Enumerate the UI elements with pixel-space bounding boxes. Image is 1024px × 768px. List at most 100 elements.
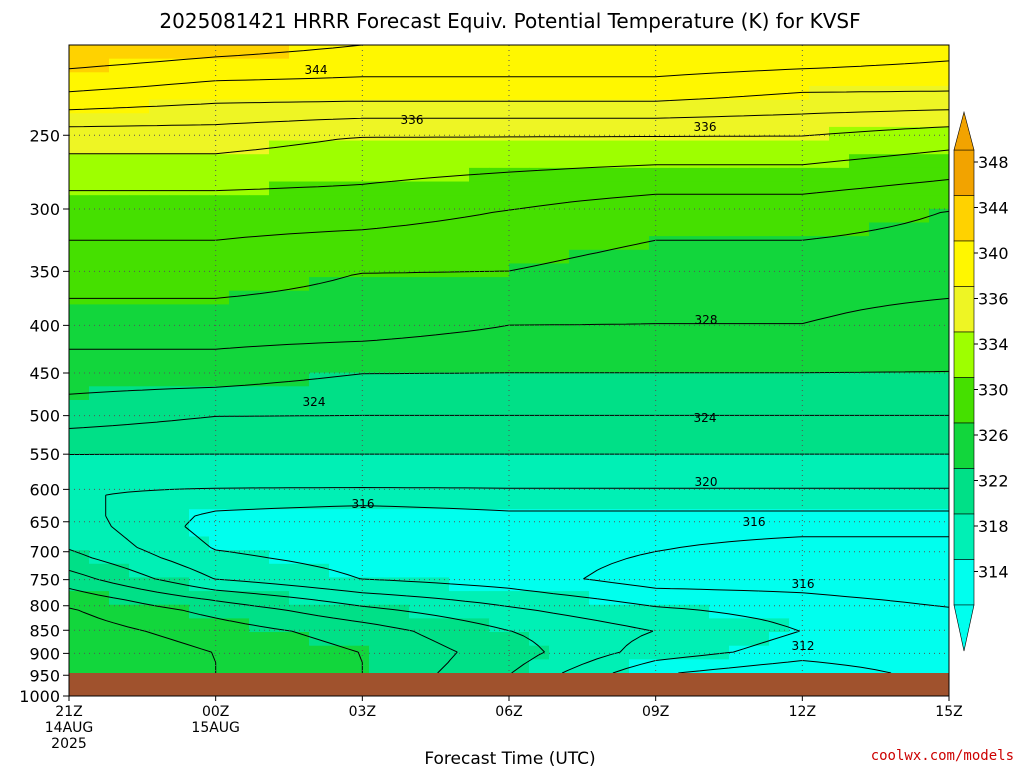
field-cell: [229, 72, 250, 87]
field-cell: [889, 154, 910, 169]
field-cell: [169, 386, 190, 401]
field-cell: [249, 236, 270, 251]
field-cell: [349, 113, 370, 128]
field-cell: [269, 58, 290, 73]
contour-332: [69, 179, 949, 241]
field-cell: [369, 290, 390, 305]
field-cell: [349, 99, 370, 114]
field-cell: [149, 181, 170, 196]
field-cell: [709, 618, 730, 633]
field-cell: [169, 359, 190, 374]
x-tick-label: 21Z: [55, 704, 82, 720]
field-cell: [209, 263, 230, 278]
field-cell: [929, 222, 949, 237]
field-cell: [769, 550, 790, 565]
field-cell: [189, 167, 210, 183]
field-cell: [429, 345, 450, 360]
field-cell: [629, 45, 650, 60]
field-cell: [789, 99, 810, 114]
field-cell: [749, 399, 770, 415]
field-cell: [909, 372, 930, 387]
field-cell: [409, 45, 430, 60]
field-cell: [349, 372, 370, 387]
field-cell: [429, 386, 450, 401]
field-cell: [669, 495, 690, 510]
field-cell: [349, 468, 370, 483]
field-cell: [189, 331, 210, 346]
field-cell: [149, 85, 170, 101]
field-cell: [729, 413, 750, 428]
field-cell: [509, 58, 530, 73]
field-cell: [229, 632, 250, 647]
field-cell: [449, 440, 470, 456]
field-cell: [869, 359, 890, 374]
field-cell: [849, 509, 870, 524]
field-cell: [729, 263, 750, 278]
field-cell: [229, 85, 250, 101]
field-cell: [429, 645, 450, 660]
field-cell: [769, 331, 790, 346]
field-cell: [709, 222, 730, 237]
field-cell: [149, 277, 170, 292]
field-cell: [689, 591, 710, 606]
field-cell: [89, 58, 110, 73]
field-cell: [929, 331, 949, 346]
field-cell: [149, 536, 170, 551]
field-cell: [89, 85, 110, 101]
field-cell: [889, 509, 910, 524]
field-cell: [869, 249, 890, 265]
field-cell: [409, 290, 430, 305]
field-cell: [909, 550, 930, 565]
field-cell: [529, 359, 550, 374]
field-cell: [309, 208, 330, 224]
field-cell: [549, 154, 570, 169]
field-cell: [309, 550, 330, 565]
field-cell: [69, 372, 90, 387]
field-cell: [169, 304, 190, 319]
field-cell: [449, 304, 470, 319]
field-cell: [869, 399, 890, 415]
field-cell: [789, 386, 810, 401]
field-cell: [809, 222, 830, 237]
field-cell: [149, 331, 170, 346]
field-cell: [89, 331, 110, 346]
field-cell: [889, 645, 910, 660]
field-cell: [189, 645, 210, 660]
field-cell: [529, 577, 550, 592]
field-cell: [889, 550, 910, 565]
field-cell: [629, 195, 650, 210]
field-cell: [769, 577, 790, 592]
field-cell: [269, 85, 290, 101]
field-cell: [509, 331, 530, 346]
field-cell: [669, 85, 690, 101]
field-cell: [269, 399, 290, 415]
field-cell: [809, 359, 830, 374]
field-cell: [809, 167, 830, 183]
field-cell: [569, 386, 590, 401]
field-cell: [929, 399, 949, 415]
field-cell: [609, 249, 630, 265]
colorbar-swatch: [953, 149, 975, 196]
field-cell: [289, 277, 310, 292]
field-cell: [329, 440, 350, 456]
field-cell: [649, 645, 670, 660]
field-cell: [749, 181, 770, 196]
field-cell: [409, 236, 430, 251]
field-cell: [489, 140, 510, 155]
field-cell: [89, 72, 110, 87]
field-cell: [589, 522, 610, 538]
field-cell: [489, 563, 510, 579]
field-cell: [209, 58, 230, 73]
field-cell: [389, 522, 410, 538]
field-cell: [649, 236, 670, 251]
field-cell: [709, 277, 730, 292]
field-cell: [729, 454, 750, 469]
field-cell: [169, 99, 190, 114]
field-cell: [609, 495, 630, 510]
field-cell: [369, 645, 390, 660]
field-cell: [489, 632, 510, 647]
field-cell: [89, 495, 110, 510]
field-cell: [109, 659, 130, 674]
field-cell: [249, 550, 270, 565]
field-cell: [189, 85, 210, 101]
